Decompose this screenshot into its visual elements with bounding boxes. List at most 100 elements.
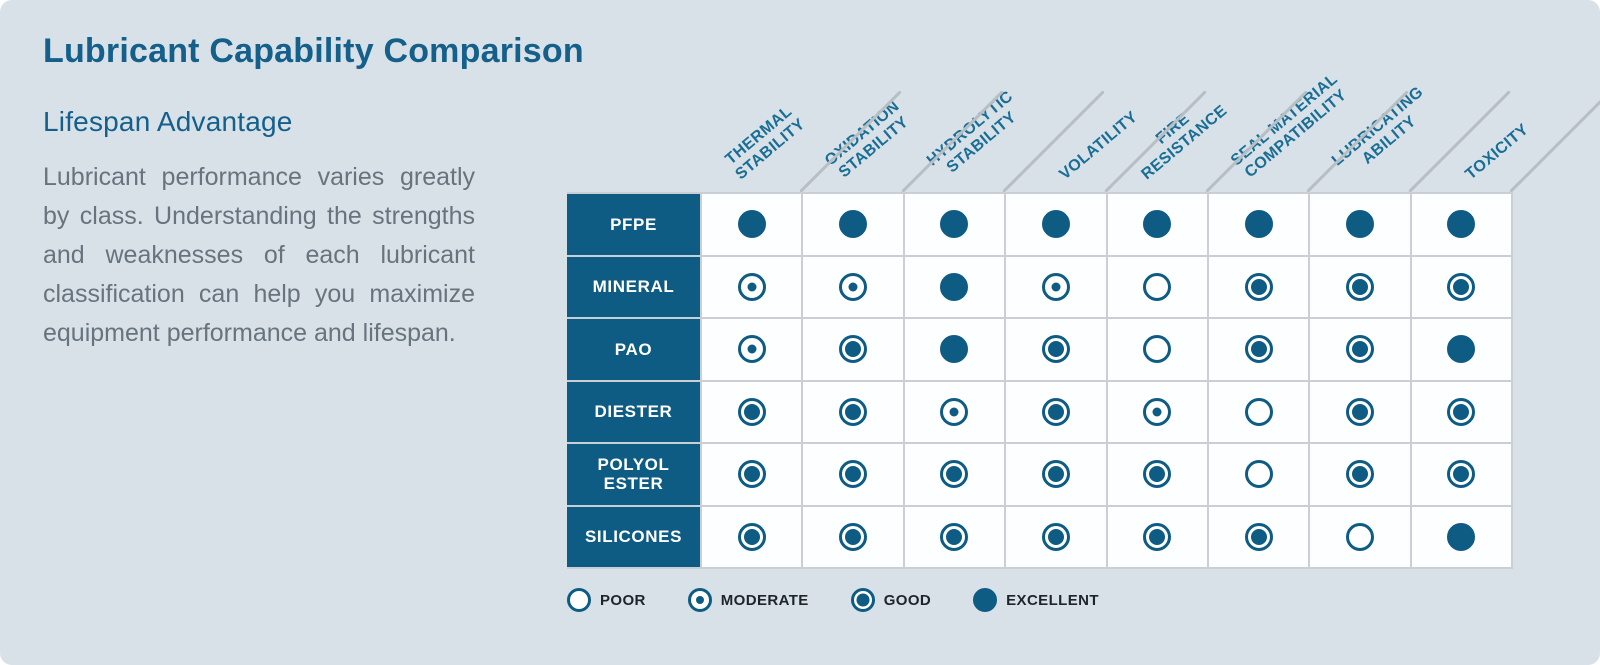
rating-dot-good — [839, 460, 868, 489]
legend-dot-poor — [567, 588, 591, 612]
matrix-cell — [904, 506, 1005, 567]
matrix-cell — [1310, 381, 1410, 442]
rating-dot-poor — [1143, 272, 1172, 301]
rating-dot-good — [1244, 335, 1273, 364]
matrix-cell — [1208, 194, 1309, 255]
legend-dot-excellent — [973, 588, 998, 612]
matrix-cell — [904, 381, 1005, 442]
rating-dot-excellent — [1041, 210, 1070, 239]
row-header: DIESTER — [567, 381, 700, 442]
column-header: TOXICITY — [1462, 120, 1532, 184]
matrix-cell — [1006, 256, 1106, 317]
matrix-cell — [702, 506, 802, 567]
matrix-cell — [803, 194, 903, 255]
matrix-cell — [1107, 256, 1207, 317]
matrix-cell — [1411, 256, 1511, 317]
matrix-cell — [1208, 256, 1309, 317]
matrix-cell — [904, 256, 1005, 317]
rating-dot-good — [1447, 272, 1476, 301]
matrix-cell — [702, 194, 802, 255]
rating-dot-excellent — [839, 210, 868, 239]
matrix-cell — [1310, 444, 1410, 505]
matrix-cell — [904, 319, 1005, 380]
matrix-cell — [1107, 506, 1207, 567]
rating-dot-good — [839, 335, 868, 364]
page-title: Lubricant Capability Comparison — [43, 32, 584, 70]
legend-item: EXCELLENT — [973, 588, 1099, 612]
matrix-cell — [1107, 444, 1207, 505]
column-header: SEAL MATERIAL COMPATIBILITY — [1227, 70, 1351, 182]
legend-label: EXCELLENT — [1006, 591, 1099, 609]
rating-dot-good — [940, 522, 969, 551]
rating-legend: POOR MODERATE GOOD EXCELLENT — [567, 588, 1099, 612]
legend-label: MODERATE — [720, 591, 809, 609]
rating-dot-good — [1345, 460, 1374, 489]
rating-dot-good — [737, 397, 766, 426]
rating-dot-good — [1143, 460, 1172, 489]
rating-dot-excellent — [940, 335, 969, 364]
matrix-cell — [1310, 319, 1410, 380]
matrix-cell — [803, 256, 903, 317]
rating-dot-poor — [1143, 335, 1172, 364]
rating-dot-moderate — [1041, 272, 1070, 301]
column-header: HYDROLYTIC STABILITY — [923, 87, 1020, 177]
matrix-cell — [1006, 381, 1106, 442]
row-header: PFPE — [567, 194, 700, 255]
legend-label: GOOD — [883, 591, 932, 609]
rating-dot-good — [1041, 460, 1070, 489]
legend-dot-good — [850, 588, 875, 612]
matrix-cell — [1107, 194, 1207, 255]
rating-dot-good — [1041, 397, 1070, 426]
matrix-cell — [803, 444, 903, 505]
column-headers: THERMAL STABILITY OXIDATION STABILITY HYDR… — [567, 0, 1600, 192]
rating-dot-good — [737, 522, 766, 551]
matrix-cell — [1411, 506, 1511, 567]
legend-dot-moderate — [687, 588, 712, 612]
matrix-cell — [1208, 506, 1309, 567]
matrix-cell — [702, 256, 802, 317]
matrix-cell — [904, 194, 1005, 255]
rating-dot-excellent — [1143, 210, 1172, 239]
rating-dot-excellent — [1345, 210, 1374, 239]
row-header: POLYOL ESTER — [567, 444, 700, 505]
matrix-cell — [1006, 319, 1106, 380]
column-header: VOLATILITY — [1056, 108, 1142, 184]
matrix-cell — [1208, 319, 1309, 380]
rating-dot-excellent — [1244, 210, 1273, 239]
rating-dot-good — [1143, 522, 1172, 551]
row-header: PAO — [567, 319, 700, 380]
page-subtitle: Lifespan Advantage — [43, 106, 293, 137]
matrix-cell — [1006, 444, 1106, 505]
matrix-cell — [702, 381, 802, 442]
rating-dot-good — [1041, 335, 1070, 364]
matrix-cell — [1411, 381, 1511, 442]
capability-matrix: PFPE MINERAL PAO DIESTER POLYOL ESTER SILICON… — [567, 192, 1513, 569]
matrix-cell — [1310, 256, 1410, 317]
matrix-cell — [1006, 506, 1106, 567]
column-header: FIRE RESISTANCE — [1138, 102, 1231, 184]
rating-dot-excellent — [1447, 522, 1476, 551]
legend-item: MODERATE — [687, 588, 809, 612]
rating-dot-excellent — [940, 210, 969, 239]
rating-dot-moderate — [737, 272, 766, 301]
matrix-cell — [803, 506, 903, 567]
matrix-cell — [702, 444, 802, 505]
rating-dot-good — [839, 397, 868, 426]
description-text: Lubricant performance varies greatly by … — [43, 163, 475, 347]
matrix-cell — [1208, 444, 1309, 505]
rating-dot-good — [1244, 272, 1273, 301]
column-header: OXIDATION STABILITY — [822, 97, 913, 182]
matrix-cell — [1310, 506, 1410, 567]
rating-dot-moderate — [839, 272, 868, 301]
row-header: SILICONES — [567, 506, 700, 567]
column-header: THERMAL STABILITY — [722, 103, 809, 184]
rating-dot-moderate — [940, 397, 969, 426]
rating-dot-moderate — [1143, 397, 1172, 426]
rating-dot-good — [1041, 522, 1070, 551]
rating-dot-good — [1244, 522, 1273, 551]
rating-dot-good — [940, 460, 969, 489]
legend-label: POOR — [600, 591, 646, 609]
legend-item: GOOD — [850, 588, 932, 612]
rating-dot-good — [839, 522, 868, 551]
matrix-cell — [702, 319, 802, 380]
